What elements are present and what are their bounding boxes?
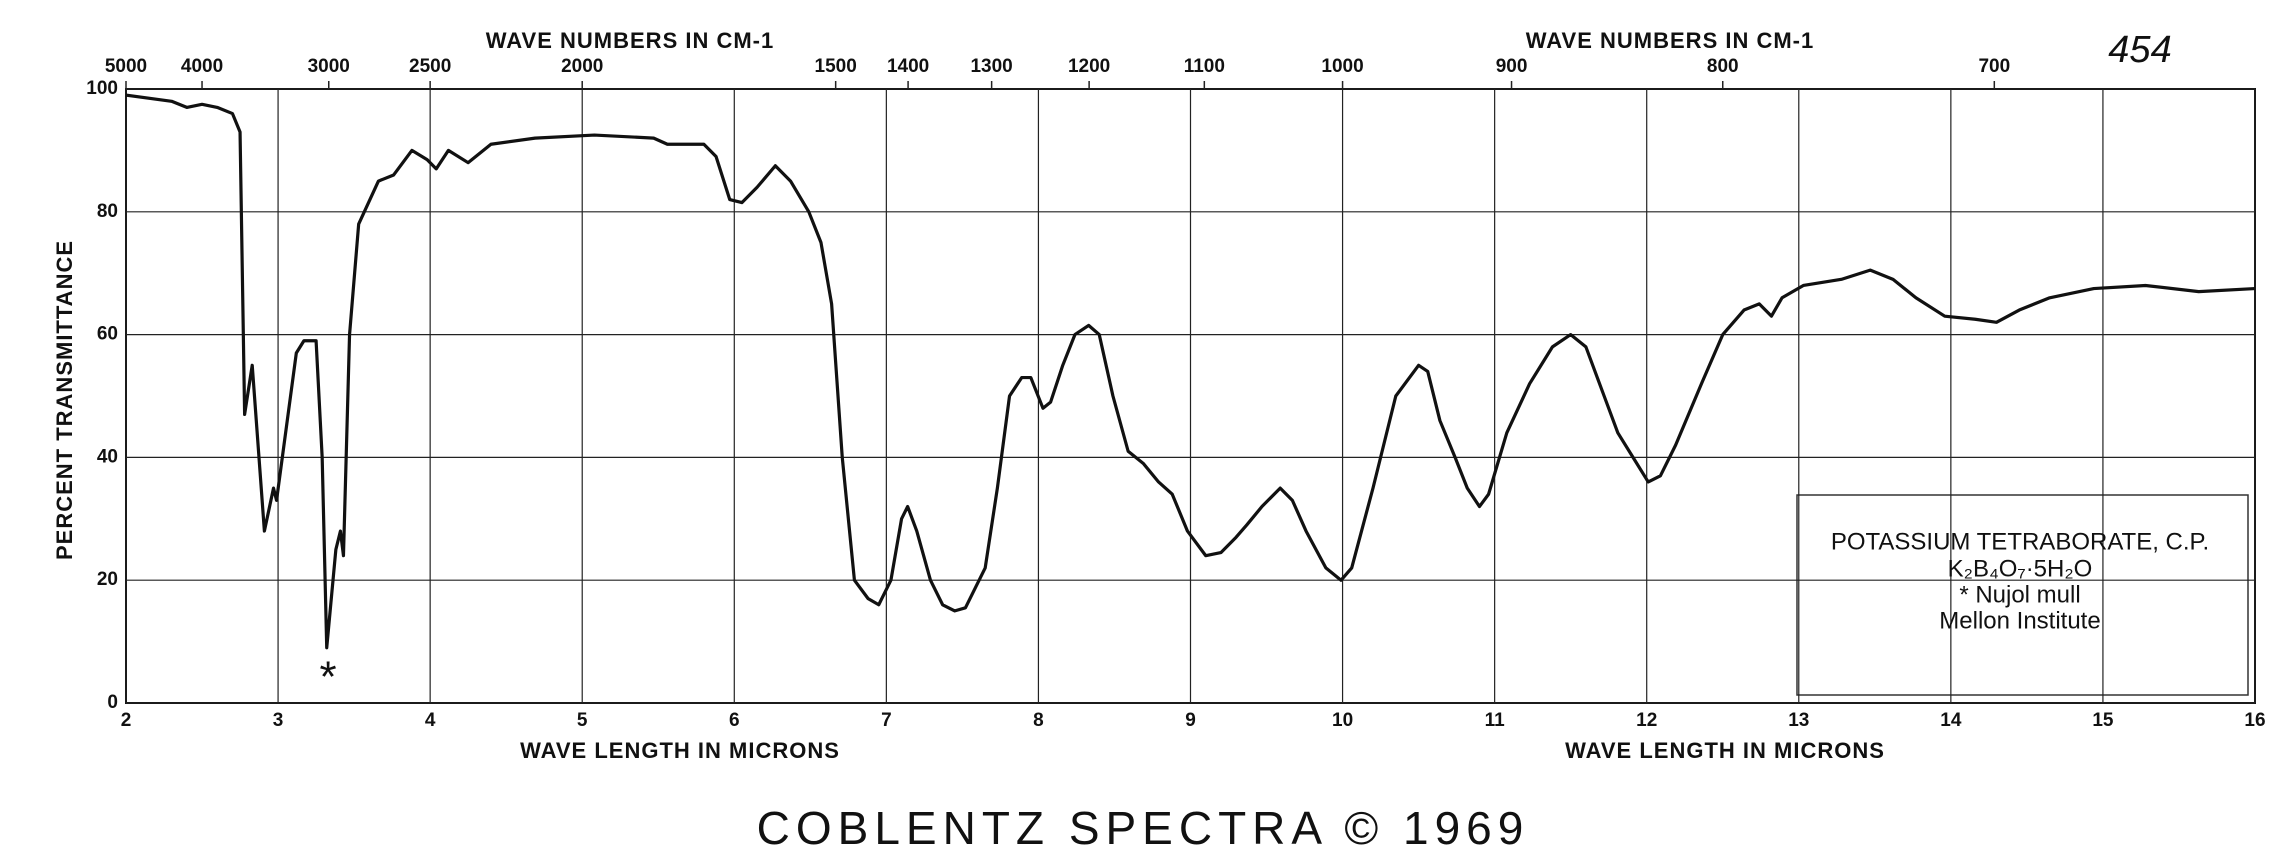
x-tick-label: 12 xyxy=(1636,710,1657,731)
spectrum-line xyxy=(125,93,2256,650)
x-tick-label: 9 xyxy=(1185,710,1196,731)
sample-number: 454 xyxy=(2108,29,2171,71)
x-tick-label: 5 xyxy=(577,710,588,731)
x2-tick-label: 900 xyxy=(1496,56,1528,77)
y-tick-label: 60 xyxy=(97,324,118,345)
x2-tick-label: 1500 xyxy=(815,56,857,77)
marker-annotation: * xyxy=(319,653,336,702)
x-tick-label: 8 xyxy=(1033,710,1044,731)
x2-axis-label: WAVE NUMBERS IN CM-1 xyxy=(1526,28,1815,53)
x2-tick-label: 800 xyxy=(1707,56,1739,77)
x-tick-label: 16 xyxy=(2244,710,2265,731)
x-tick-label: 2 xyxy=(121,710,132,731)
legend-text: * Nujol mull xyxy=(1959,581,2080,608)
x-tick-label: 7 xyxy=(881,710,892,731)
x-tick-label: 13 xyxy=(1788,710,1809,731)
x2-tick-label: 1400 xyxy=(887,56,929,77)
x-tick-label: 15 xyxy=(2092,710,2114,731)
y-tick-label: 0 xyxy=(107,692,118,713)
x2-tick-label: 4000 xyxy=(181,56,223,77)
legend-text: Mellon Institute xyxy=(1939,607,2100,634)
x2-tick-label: 1300 xyxy=(970,56,1012,77)
x2-tick-label: 1100 xyxy=(1184,56,1225,77)
legend-box xyxy=(1796,494,2249,696)
x-tick-label: 6 xyxy=(729,710,740,731)
x2-tick-label: 5000 xyxy=(105,56,147,77)
x-tick-label: 4 xyxy=(425,710,436,731)
y-tick-label: 20 xyxy=(97,569,118,590)
y-tick-label: 80 xyxy=(97,201,118,222)
y-tick-label: 40 xyxy=(97,446,118,467)
x-tick-label: 11 xyxy=(1485,710,1506,731)
x2-tick-label: 1200 xyxy=(1068,56,1110,77)
x2-tick-label: 1000 xyxy=(1321,56,1363,77)
x2-tick-label: 2500 xyxy=(409,56,451,77)
y-tick-label: 100 xyxy=(86,78,118,99)
footer: COBLENTZ SPECTRA © 1969 xyxy=(757,802,1530,850)
x-tick-label: 10 xyxy=(1332,710,1353,731)
x-axis-label: WAVE LENGTH IN MICRONS xyxy=(520,738,840,763)
x-tick-label: 3 xyxy=(273,710,284,731)
x2-axis-label: WAVE NUMBERS IN CM-1 xyxy=(486,28,775,53)
x-axis-label: WAVE LENGTH IN MICRONS xyxy=(1565,738,1885,763)
legend-text: K₂B₄O₇·5H₂O xyxy=(1948,555,2093,582)
legend-text: POTASSIUM TETRABORATE, C.P. xyxy=(1831,528,2209,555)
x2-tick-label: 2000 xyxy=(561,56,603,77)
x2-tick-label: 700 xyxy=(1978,56,2010,77)
x2-tick-label: 3000 xyxy=(308,56,350,77)
y-axis-label: PERCENT TRANSMITTANCE xyxy=(52,240,77,560)
x-tick-label: 14 xyxy=(1940,710,1962,731)
